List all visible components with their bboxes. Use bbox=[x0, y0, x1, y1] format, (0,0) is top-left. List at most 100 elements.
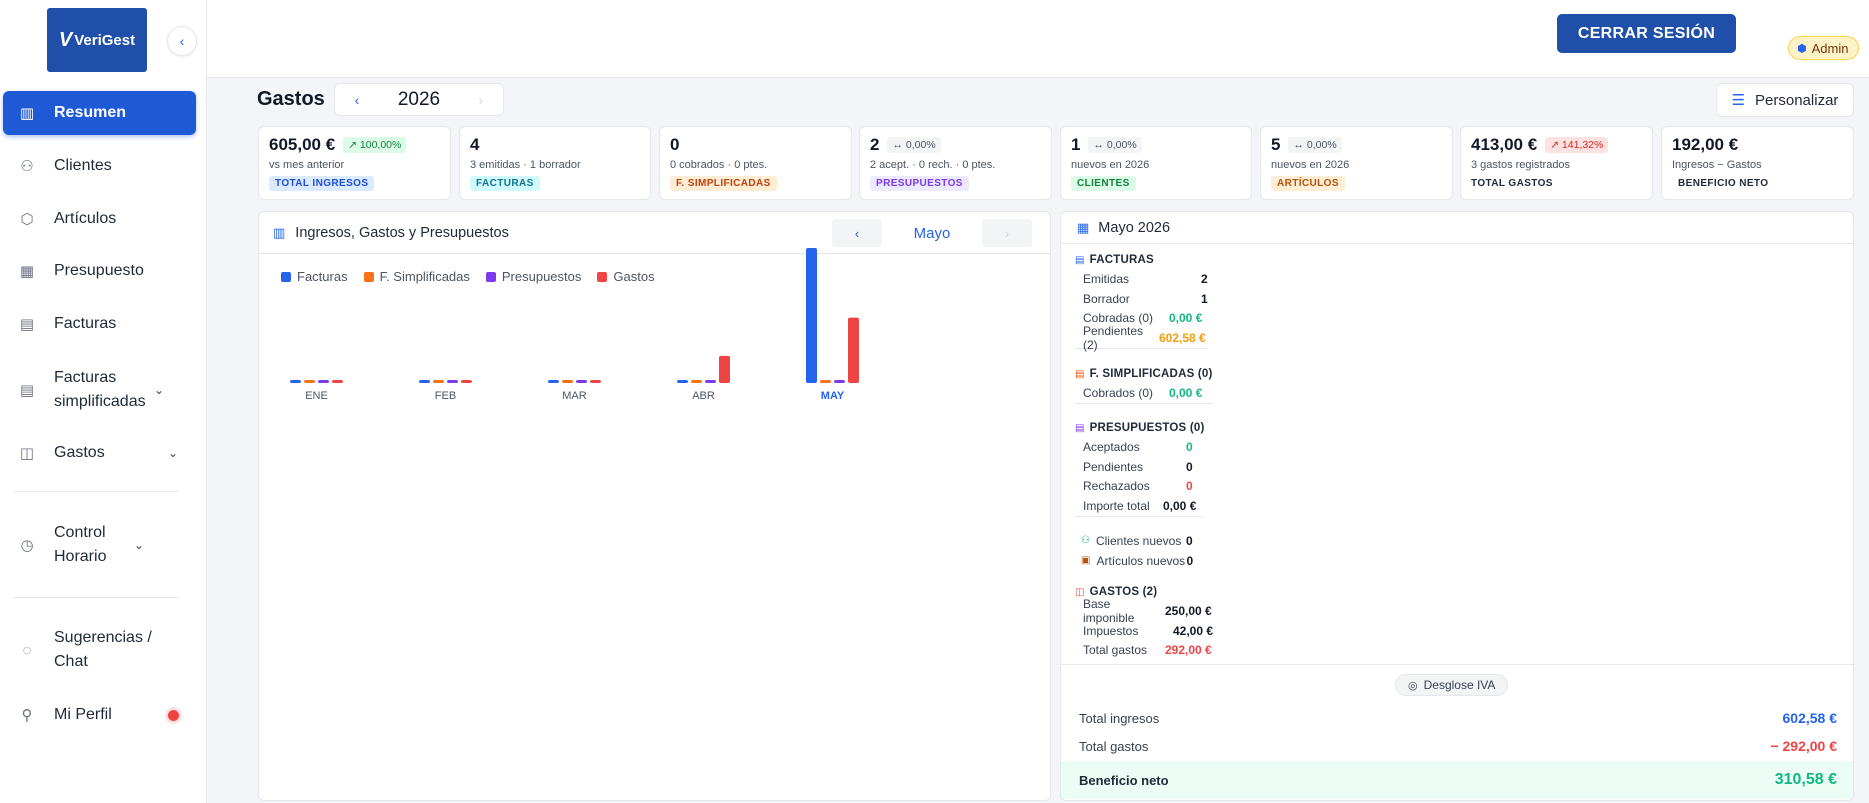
bar-feb-presupuestos[interactable] bbox=[447, 380, 458, 383]
stat-card-f-simplificadas[interactable]: 0 0 cobrados · 0 ptes. F. SIMPLIFICADAS bbox=[659, 126, 852, 200]
sidebar-item-gastos[interactable]: ◫ Gastos ⌄ bbox=[3, 441, 196, 465]
stat-card-total-gastos[interactable]: 413,00 € ↗ 141,32% 3 gastos registrados T… bbox=[1460, 126, 1653, 200]
x-tick-label: MAY bbox=[821, 390, 845, 402]
summary-section-simplificadas: ▤ F. SIMPLIFICADAS (0) Cobrados (0) 0,00 € bbox=[1075, 365, 1213, 404]
bar-abr-gastos[interactable] bbox=[719, 355, 730, 383]
bar-may-f-simplificadas[interactable] bbox=[820, 380, 831, 383]
legend-item[interactable]: Facturas bbox=[281, 269, 348, 284]
stat-card-articulos[interactable]: 5 ↔ 0,00% nuevos en 2026 ARTÍCULOS bbox=[1260, 126, 1453, 200]
stat-card-beneficio-neto[interactable]: 192,00 € Ingresos − Gastos BENEFICIO NET… bbox=[1661, 126, 1854, 200]
bar-abr-f-simplificadas[interactable] bbox=[691, 380, 702, 383]
bar-ene-presupuestos[interactable] bbox=[318, 380, 329, 383]
bar-feb-gastos[interactable] bbox=[461, 380, 472, 383]
bar-mar-gastos[interactable] bbox=[590, 380, 601, 383]
sidebar-item-mi-perfil[interactable]: ⚲ Mi Perfil bbox=[3, 703, 196, 727]
stat-change: ↔ 0,00% bbox=[1288, 137, 1342, 153]
legend-item[interactable]: F. Simplificadas bbox=[363, 269, 470, 284]
year-selector: ‹ 2026 › bbox=[334, 83, 504, 116]
sidebar-item-articulos[interactable]: ⬡ Artículos bbox=[3, 207, 196, 231]
summary-key: Cobradas (0) bbox=[1083, 311, 1154, 326]
stat-card-facturas[interactable]: 4 3 emitidas · 1 borrador FACTURAS bbox=[459, 126, 651, 200]
calendar-icon: ▦ bbox=[1077, 219, 1090, 235]
bar-mar-presupuestos[interactable] bbox=[576, 380, 587, 383]
sidebar-item-label: Sugerencias / Chat bbox=[54, 629, 152, 670]
summary-key: Clientes nuevos bbox=[1095, 533, 1182, 548]
bar-mar-f-simplificadas[interactable] bbox=[562, 380, 573, 383]
wallet-icon: ◫ bbox=[1075, 586, 1085, 598]
stat-subtitle: 3 gastos registrados bbox=[1471, 159, 1571, 171]
total-ingresos-row: Total ingresos 602,58 € bbox=[1061, 704, 1853, 732]
eye-off-icon: ◎ bbox=[1408, 679, 1418, 692]
legend-item[interactable]: Presupuestos bbox=[485, 269, 582, 284]
sidebar-item-facturas[interactable]: ▤ Facturas bbox=[3, 312, 196, 336]
stat-card-total-ingresos[interactable]: 605,00 € ↗ 100,00% vs mes anterior TOTAL … bbox=[258, 126, 451, 200]
legend-label: Presupuestos bbox=[501, 269, 582, 284]
section-title: ◫ GASTOS (2) bbox=[1075, 583, 1213, 601]
next-month-button[interactable]: › bbox=[982, 219, 1032, 247]
brand-logo[interactable]: V VeriGest bbox=[47, 8, 147, 72]
bar-abr-presupuestos[interactable] bbox=[705, 380, 716, 383]
notification-dot bbox=[168, 709, 179, 721]
summary-row: Emitidas 2 bbox=[1075, 269, 1208, 289]
bar-ene-facturas[interactable] bbox=[290, 380, 301, 383]
customize-button[interactable]: ☰ Personalizar bbox=[1716, 83, 1854, 117]
summary-row: Base imponible 250,00 € bbox=[1075, 597, 1213, 625]
bar-ene-gastos[interactable] bbox=[332, 380, 343, 383]
sidebar-item-facturas-simplificadas[interactable]: ▤ Facturas simplificadas ⌄ bbox=[3, 366, 196, 414]
sidebar-divider bbox=[14, 597, 179, 598]
summary-row: ▣ Artículos nuevos 0 bbox=[1075, 551, 1193, 571]
stat-tag: TOTAL GASTOS bbox=[1471, 178, 1553, 189]
stat-card-clientes[interactable]: 1 ↔ 0,00% nuevos en 2026 CLIENTES bbox=[1060, 126, 1252, 200]
summary-key: Emitidas bbox=[1083, 271, 1130, 286]
chevron-down-icon: ⌄ bbox=[167, 446, 178, 460]
wallet-icon: ◫ bbox=[19, 445, 35, 462]
stat-subtitle: Ingresos − Gastos bbox=[1672, 159, 1762, 171]
bar-may-presupuestos[interactable] bbox=[834, 380, 845, 383]
sidebar-item-label: Presupuesto bbox=[54, 262, 144, 279]
calculator-icon: ▦ bbox=[19, 263, 35, 280]
iva-breakdown-button[interactable]: ◎ Desglose IVA bbox=[1395, 674, 1509, 696]
user-icon: ⚲ bbox=[21, 707, 33, 724]
stat-card-presupuestos[interactable]: 2 ↔ 0,00% 2 acept. · 0 rech. · 0 ptes. PR… bbox=[859, 126, 1052, 200]
legend-swatch bbox=[597, 271, 608, 282]
clock-icon: ◷ bbox=[20, 537, 34, 554]
summary-key: Importe total bbox=[1083, 498, 1150, 513]
bar-ene-f-simplificadas[interactable] bbox=[304, 380, 315, 383]
bar-feb-facturas[interactable] bbox=[419, 380, 430, 383]
summary-row: Impuestos 42,00 € bbox=[1075, 621, 1213, 641]
summary-key: Rechazados bbox=[1083, 479, 1150, 494]
bar-abr-facturas[interactable] bbox=[677, 380, 688, 383]
total-key: Total ingresos bbox=[1079, 710, 1160, 726]
section-title: ▤ F. SIMPLIFICADAS (0) bbox=[1075, 365, 1213, 383]
sidebar-item-clientes[interactable]: ⚇ Clientes bbox=[3, 154, 196, 178]
next-year-button[interactable]: › bbox=[478, 91, 484, 108]
prev-year-button[interactable]: ‹ bbox=[354, 91, 360, 108]
logout-button[interactable]: CERRAR SESIÓN bbox=[1557, 14, 1736, 53]
sidebar-item-label: Mi Perfil bbox=[54, 706, 112, 723]
stat-change: ↔ 0,00% bbox=[1088, 137, 1142, 153]
x-tick-label: ENE bbox=[305, 390, 328, 402]
legend-label: Facturas bbox=[297, 269, 348, 284]
legend-item[interactable]: Gastos bbox=[597, 269, 655, 284]
sidebar-item-sugerencias[interactable]: ◌ Sugerencias / Chat bbox=[3, 626, 196, 674]
collapse-sidebar-button[interactable]: ‹ bbox=[167, 26, 197, 56]
summary-row: Borrador 1 bbox=[1075, 289, 1208, 309]
sidebar-item-control-horario[interactable]: ◷ Control Horario ⌄ bbox=[3, 521, 196, 569]
bar-feb-f-simplificadas[interactable] bbox=[433, 380, 444, 383]
bar-mar-facturas[interactable] bbox=[548, 380, 559, 383]
stat-subtitle: vs mes anterior bbox=[269, 159, 345, 171]
bar-may-facturas[interactable] bbox=[806, 248, 817, 383]
stat-tag: ARTÍCULOS bbox=[1271, 176, 1345, 191]
stat-tag: TOTAL INGRESOS bbox=[269, 176, 375, 191]
chart-panel: ▥ Ingresos, Gastos y Presupuestos ‹ Mayo… bbox=[258, 211, 1051, 801]
stat-subtitle: 2 acept. · 0 rech. · 0 ptes. bbox=[870, 159, 996, 171]
sidebar-divider bbox=[14, 491, 179, 492]
section-title-text: PRESUPUESTOS (0) bbox=[1089, 422, 1205, 434]
summary-row: Cobrados (0) 0,00 € bbox=[1075, 383, 1213, 403]
sidebar-item-resumen[interactable]: ▥ Resumen bbox=[3, 91, 196, 135]
bar-may-gastos[interactable] bbox=[848, 317, 859, 383]
prev-month-button[interactable]: ‹ bbox=[832, 219, 882, 247]
sidebar-item-presupuesto[interactable]: ▦ Presupuesto bbox=[3, 259, 196, 283]
stat-value: 4 bbox=[470, 135, 480, 154]
bar-chart: ENE FEB MAR ABR MAY bbox=[290, 248, 859, 402]
